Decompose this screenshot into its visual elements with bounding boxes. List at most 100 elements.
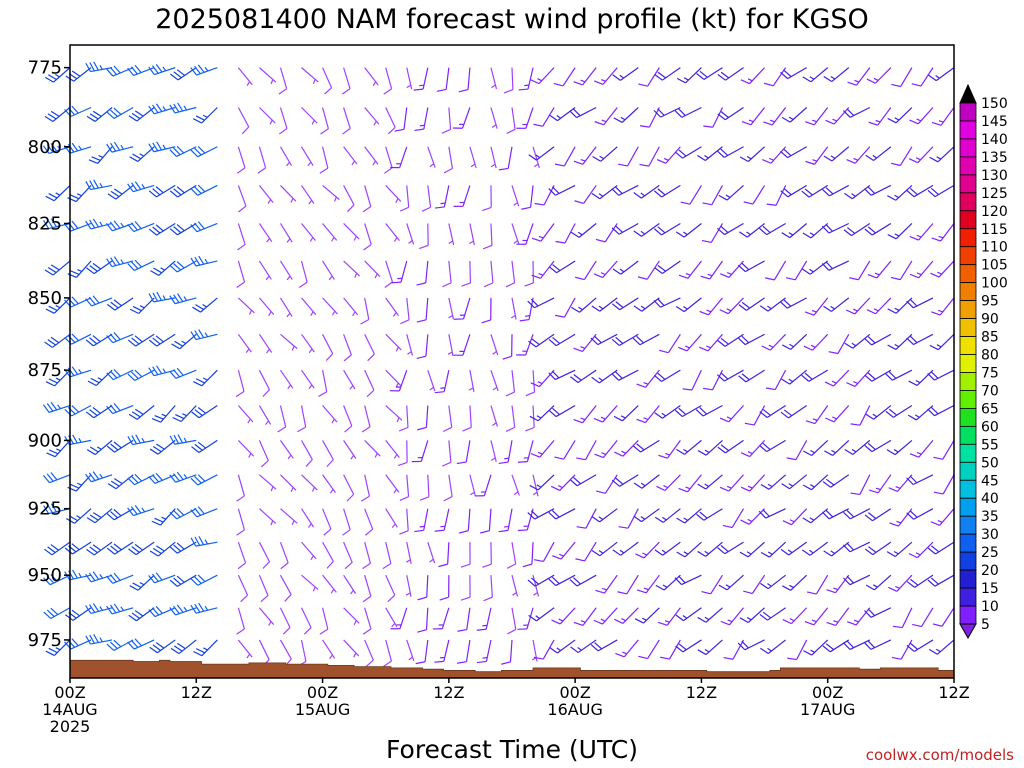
barb-shaft (280, 333, 298, 350)
barb-shaft (483, 474, 492, 496)
barb-feather (863, 642, 872, 650)
barb-feather (399, 530, 409, 535)
barb-feather (802, 517, 812, 524)
wind-barb (343, 440, 357, 460)
barb-shaft (942, 474, 955, 495)
barb-half-feather (448, 314, 453, 319)
wind-barb (280, 333, 298, 351)
barb-shaft (667, 333, 681, 354)
wind-barb (849, 260, 871, 281)
barb-feather (113, 368, 121, 377)
wind-barb (502, 334, 513, 360)
barb-feather (194, 536, 201, 546)
wind-barb (573, 146, 597, 165)
wind-barb (44, 333, 71, 348)
barb-feather (236, 281, 245, 288)
barb-feather (194, 330, 201, 339)
barb-feather (434, 529, 445, 532)
barb-half-feather (811, 309, 817, 313)
barb-feather (889, 522, 899, 527)
barb-half-feather (580, 346, 586, 349)
barb-feather (531, 577, 539, 585)
barb-feather (890, 162, 901, 167)
colorbar-segment (959, 318, 977, 337)
wind-barb (596, 474, 618, 494)
barb-shaft (703, 508, 723, 521)
wind-barb (441, 107, 452, 134)
barb-feather (71, 638, 79, 647)
barb-half-feather (182, 413, 187, 417)
wind-barb (696, 67, 723, 80)
barb-feather (525, 391, 535, 397)
barb-half-feather (395, 198, 399, 203)
barb-feather (110, 443, 119, 451)
barb-feather (570, 376, 579, 383)
barb-shaft (814, 405, 829, 424)
barb-shaft (301, 440, 313, 460)
barb-feather (674, 110, 683, 118)
barb-half-feather (727, 619, 733, 623)
wind-barb (64, 404, 92, 417)
barb-feather (443, 495, 453, 502)
barb-half-feather (685, 486, 691, 490)
wind-barb (443, 146, 454, 174)
wind-barb (417, 575, 429, 601)
barb-shaft (937, 333, 955, 351)
barb-shaft (660, 297, 681, 308)
wind-barb (525, 370, 536, 397)
barb-half-feather (408, 656, 413, 661)
wind-barb (821, 222, 850, 234)
barb-feather (802, 232, 812, 239)
barb-half-feather (916, 118, 922, 122)
barb-feather (197, 221, 205, 230)
wind-barb (654, 260, 681, 274)
wind-barb (780, 184, 807, 198)
barb-feather (717, 113, 726, 121)
barb-shaft (728, 405, 744, 423)
barb-half-feather (600, 79, 606, 82)
barb-shaft (775, 185, 787, 206)
barb-feather (657, 264, 666, 272)
wind-barb (889, 508, 913, 527)
barb-half-feather (310, 311, 314, 316)
barb-feather (656, 159, 667, 164)
wind-barb (237, 185, 247, 213)
barb-feather (570, 646, 579, 654)
barb-feather (194, 576, 202, 584)
barb-shaft (385, 260, 394, 283)
barb-feather (573, 476, 581, 485)
wind-barb (400, 297, 410, 325)
wind-barb (498, 440, 513, 465)
barb-shaft (645, 369, 660, 388)
wind-barb (384, 260, 394, 289)
barb-feather (826, 621, 836, 627)
wind-barb (532, 146, 540, 169)
barb-feather (71, 105, 79, 114)
wind-barb (469, 146, 477, 169)
barb-shaft (112, 574, 134, 584)
wind-barb (612, 67, 639, 81)
barb-half-feather (600, 618, 606, 622)
barb-shaft (321, 146, 329, 169)
barb-shaft (343, 639, 360, 657)
barb-shaft (465, 639, 471, 662)
barb-half-feather (311, 487, 316, 492)
barb-feather (416, 319, 427, 323)
wind-barb (364, 146, 379, 166)
barb-half-feather (938, 120, 944, 123)
barb-half-feather (664, 620, 670, 623)
barb-shaft (602, 260, 618, 278)
x-tick-label: 14AUG (42, 700, 97, 719)
wind-barb (434, 508, 450, 532)
barb-feather (87, 380, 97, 387)
wind-barb (501, 639, 513, 665)
barb-feather (394, 128, 405, 132)
barb-feather (85, 473, 92, 483)
barb-half-feather (875, 119, 881, 123)
wind-barb (150, 260, 176, 276)
barb-feather (197, 64, 205, 73)
barb-feather (552, 336, 561, 345)
y-tick-label: 925 (28, 499, 62, 520)
barb-feather (657, 188, 666, 196)
colorbar-tick-label: 5 (981, 617, 990, 633)
